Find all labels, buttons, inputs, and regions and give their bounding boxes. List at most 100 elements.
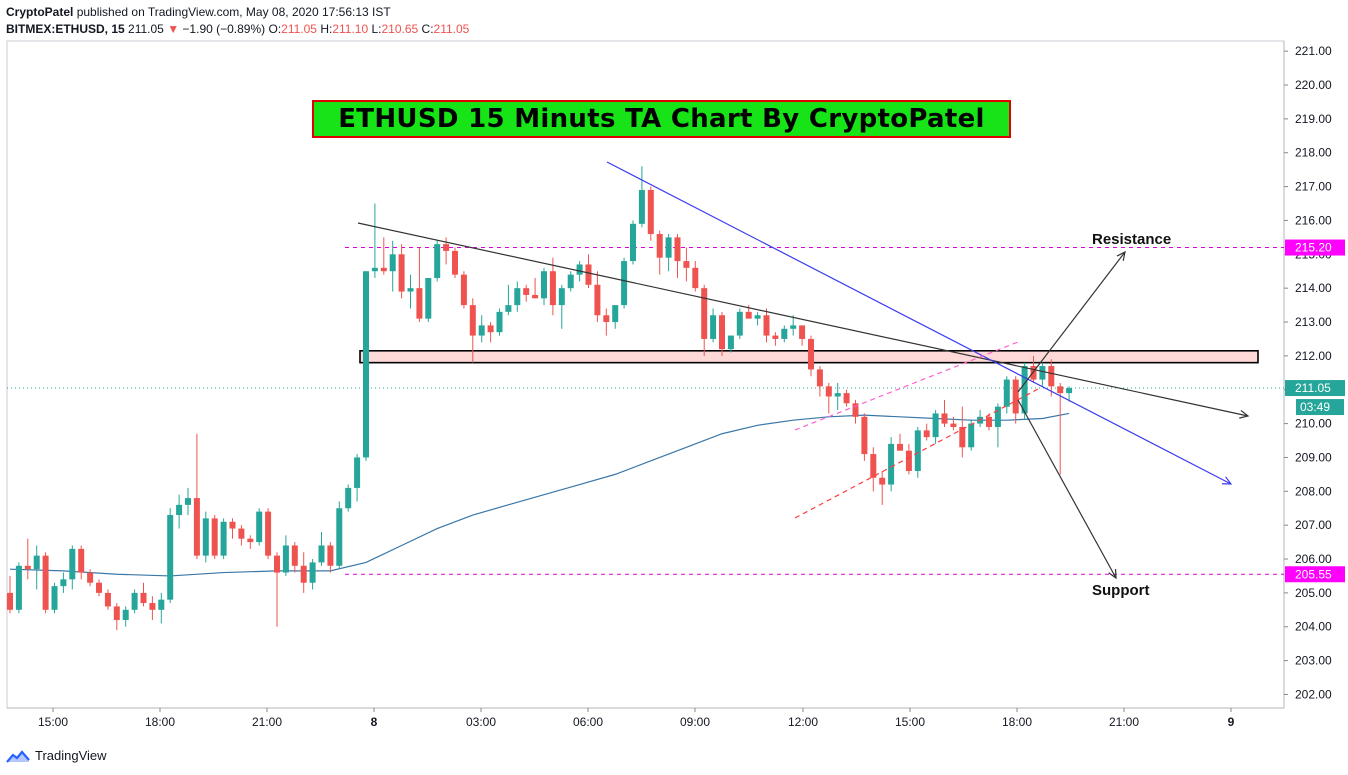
candle-body (603, 315, 610, 323)
candle (185, 487, 191, 516)
time-tick-label: 9 (1228, 715, 1235, 729)
countdown-bg (1296, 399, 1344, 416)
candle-body (763, 315, 770, 336)
candle (371, 203, 378, 279)
candle-body (541, 271, 547, 299)
candle (808, 335, 814, 377)
time-axis[interactable]: 15:00 18:00 21:00 8 03:00 06:00 09:00 12:00 15:0… (38, 708, 1235, 729)
footer-brand[interactable]: TradingView (6, 748, 107, 763)
candle-body (229, 521, 236, 529)
candle-body (282, 545, 289, 573)
candle-body (932, 413, 939, 438)
candle (469, 298, 476, 363)
candle-body (274, 555, 280, 573)
candle-body (113, 606, 120, 620)
resistance-price-tag: 215.20 (1295, 241, 1332, 255)
candle (879, 470, 886, 505)
candle (478, 315, 485, 343)
candle (345, 484, 352, 512)
candle (701, 284, 708, 356)
time-tick-label: 12:00 (788, 715, 818, 729)
candle (585, 254, 592, 289)
candle-body (452, 250, 458, 275)
chart-frame (6, 40, 1285, 709)
candle (799, 325, 806, 346)
candle (710, 308, 717, 343)
candle-body (389, 254, 396, 272)
candle (282, 535, 289, 576)
candle-body (60, 579, 67, 587)
candle-body (692, 267, 699, 289)
candle (736, 308, 743, 339)
price-tick-label: 209.00 (1295, 450, 1332, 464)
candle (140, 582, 147, 607)
candle-body (576, 264, 583, 275)
candle-body (843, 393, 850, 404)
candle (354, 454, 361, 502)
candle (69, 545, 76, 590)
price-tick-label: 206.00 (1295, 552, 1332, 566)
price-axis[interactable]: 202.00 203.00 204.00 205.00 206.00 207.00 208.… (1284, 44, 1332, 701)
candle (1039, 362, 1046, 387)
candle-body (941, 413, 948, 424)
candle (692, 261, 699, 292)
candle-body (247, 538, 254, 543)
candle-body (185, 498, 191, 505)
candle-body (612, 305, 619, 323)
candle (229, 518, 236, 539)
candle-body (318, 545, 325, 563)
candle (1048, 359, 1055, 397)
candle-body (558, 288, 565, 306)
candle-body (986, 416, 992, 427)
price-tick-label: 220.00 (1295, 78, 1332, 92)
candle-body (514, 288, 521, 306)
price-tick-label: 204.00 (1295, 620, 1332, 634)
candle (176, 494, 183, 529)
price-tick-label: 214.00 (1295, 281, 1332, 295)
candle-body (719, 315, 725, 350)
candle (888, 437, 895, 492)
candle-body (710, 315, 717, 339)
candle (505, 284, 512, 316)
candle (825, 382, 832, 414)
candle (683, 247, 690, 282)
candle (897, 433, 903, 451)
tradingview-logo-icon (6, 749, 30, 763)
price-tick-label: 203.00 (1295, 654, 1332, 668)
candle-body (327, 545, 334, 566)
candle-body (674, 237, 681, 262)
candle (932, 410, 939, 444)
candle (816, 366, 823, 397)
candle-body (665, 237, 672, 258)
last-price-tag: 211.05 (1295, 381, 1331, 395)
candle-body (211, 518, 218, 556)
candles (7, 166, 1073, 631)
candle-body (300, 565, 307, 583)
candle (327, 542, 334, 573)
candle-body (799, 325, 806, 339)
candle (425, 278, 432, 323)
candle (167, 508, 174, 604)
candle-body (345, 487, 352, 509)
time-tick-label: 21:00 (1109, 715, 1139, 729)
candle-body (51, 586, 58, 610)
candle-body (1030, 366, 1037, 380)
candle-body (1048, 366, 1055, 387)
time-tick-label: 18:00 (145, 715, 175, 729)
candle (923, 423, 930, 441)
candle-body (505, 305, 512, 312)
resistance-arrow (1017, 251, 1126, 393)
trend-drawings[interactable] (357, 161, 1250, 580)
time-tick-label: 09:00 (680, 715, 710, 729)
candle-body (7, 592, 13, 610)
candle-body (994, 406, 1001, 427)
candle-body (1021, 366, 1028, 414)
candle (149, 596, 156, 620)
candle (1021, 362, 1028, 421)
candle-body (701, 288, 708, 339)
candle (621, 257, 628, 309)
candle (389, 240, 396, 292)
countdown-tag: 03:49 (1300, 400, 1330, 414)
candle (434, 240, 441, 282)
